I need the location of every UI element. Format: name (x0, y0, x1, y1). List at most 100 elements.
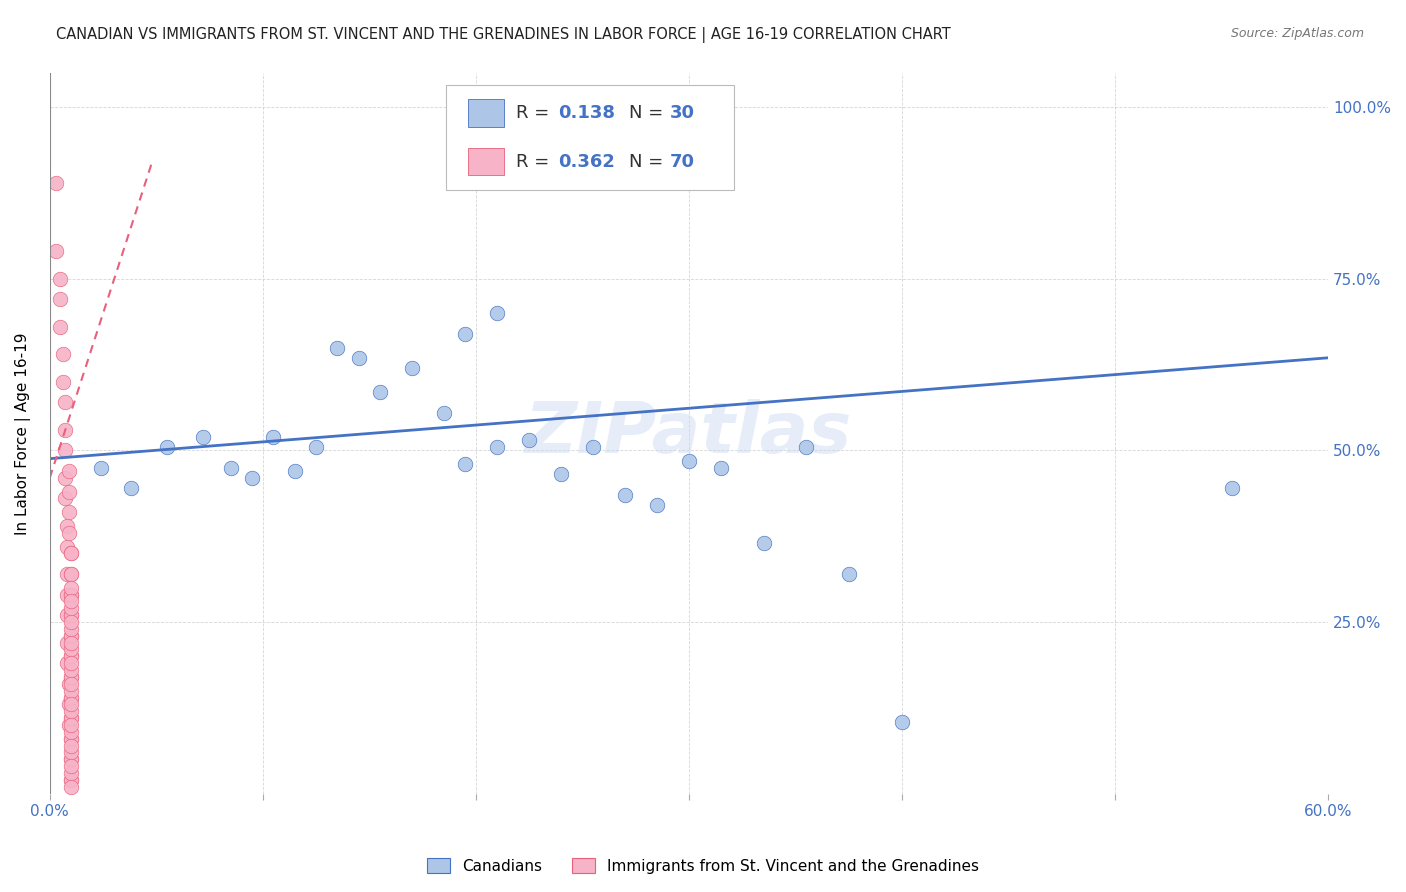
Point (45, 244, 67, 259)
Point (60, 608, 83, 623)
Point (60, 746, 83, 760)
Point (794, 440, 817, 454)
Point (53, 471, 76, 485)
Point (60, 670, 83, 684)
Point (60, 752, 83, 766)
Text: 0.138: 0.138 (558, 104, 616, 122)
Bar (468, 148, 503, 176)
Point (368, 385, 391, 400)
Point (60, 739, 83, 753)
Point (60, 594, 83, 608)
Point (891, 714, 914, 729)
Point (60, 663, 83, 677)
Point (56, 566, 79, 581)
Y-axis label: In Labor Force | Age 16-19: In Labor Force | Age 16-19 (15, 332, 31, 534)
Point (326, 341, 349, 355)
Point (60, 711, 83, 725)
Point (263, 430, 285, 444)
Point (60, 731, 83, 746)
Point (60, 670, 83, 684)
Point (49, 293, 72, 307)
Text: R =: R = (516, 153, 555, 170)
Point (60, 649, 83, 664)
Point (58, 464, 80, 478)
Point (60, 581, 83, 595)
Text: Source: ZipAtlas.com: Source: ZipAtlas.com (1230, 27, 1364, 40)
Point (838, 566, 860, 581)
Point (58, 525, 80, 540)
Point (56, 657, 79, 671)
Point (60, 698, 83, 712)
Point (60, 588, 83, 602)
Point (60, 759, 83, 773)
Point (60, 772, 83, 787)
Point (60, 657, 83, 671)
Point (60, 642, 83, 657)
Point (614, 488, 637, 502)
Point (582, 440, 605, 454)
Point (433, 406, 456, 420)
Point (219, 460, 242, 475)
Point (60, 724, 83, 739)
Point (60, 752, 83, 766)
Point (56, 608, 79, 623)
Point (53, 491, 76, 506)
FancyBboxPatch shape (446, 86, 734, 190)
Text: R =: R = (516, 104, 555, 122)
Point (90, 460, 112, 475)
Point (60, 608, 83, 623)
Point (454, 457, 477, 471)
Point (120, 481, 142, 495)
Point (60, 588, 83, 602)
Point (60, 772, 83, 787)
Point (156, 440, 179, 454)
Point (454, 326, 477, 341)
Point (60, 615, 83, 629)
Point (191, 430, 214, 444)
Point (53, 395, 76, 409)
Point (49, 272, 72, 286)
Point (51, 375, 73, 389)
Point (60, 649, 83, 664)
Point (60, 546, 83, 560)
Bar (468, 100, 503, 127)
Point (710, 460, 733, 475)
Point (60, 704, 83, 718)
Point (60, 683, 83, 698)
Point (51, 347, 73, 361)
Point (60, 629, 83, 643)
Point (60, 690, 83, 705)
Point (60, 635, 83, 649)
Text: N =: N = (628, 104, 669, 122)
Point (53, 423, 76, 437)
Point (60, 690, 83, 705)
Text: ZIPatlas: ZIPatlas (526, 399, 852, 467)
Point (58, 698, 80, 712)
Text: CANADIAN VS IMMIGRANTS FROM ST. VINCENT AND THE GRENADINES IN LABOR FORCE | AGE : CANADIAN VS IMMIGRANTS FROM ST. VINCENT … (56, 27, 950, 43)
Text: 70: 70 (669, 153, 695, 170)
Point (60, 546, 83, 560)
Point (56, 635, 79, 649)
Point (645, 499, 668, 513)
Point (53, 443, 76, 458)
Point (58, 505, 80, 519)
Text: 0.362: 0.362 (558, 153, 616, 170)
Point (60, 766, 83, 780)
Point (60, 677, 83, 691)
Point (305, 440, 328, 454)
Point (60, 629, 83, 643)
Point (58, 484, 80, 499)
Point (60, 566, 83, 581)
Point (60, 731, 83, 746)
Point (60, 718, 83, 732)
Point (240, 471, 263, 485)
Point (752, 536, 775, 550)
Text: 30: 30 (669, 104, 695, 122)
Point (678, 454, 700, 468)
Point (58, 718, 80, 732)
Point (56, 540, 79, 554)
Point (1220, 481, 1243, 495)
Point (347, 351, 370, 365)
Point (60, 566, 83, 581)
Point (60, 622, 83, 636)
